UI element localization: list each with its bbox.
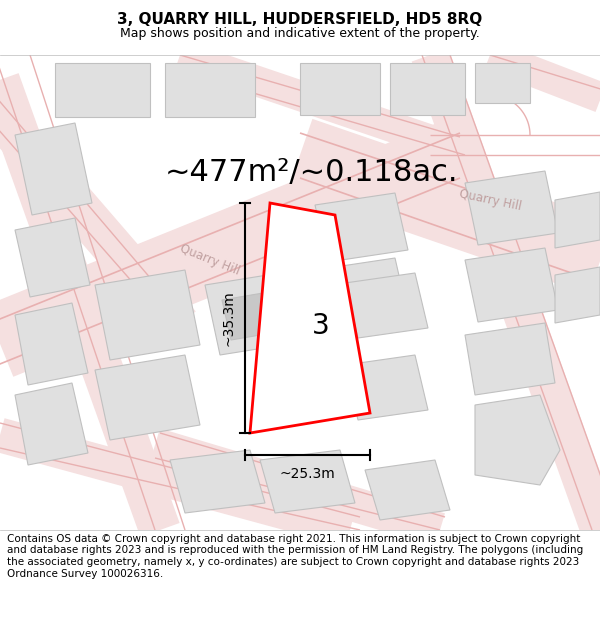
Text: Map shows position and indicative extent of the property.: Map shows position and indicative extent… [120, 27, 480, 39]
Polygon shape [315, 258, 408, 327]
Polygon shape [15, 303, 88, 385]
Polygon shape [15, 218, 90, 297]
Polygon shape [170, 450, 265, 513]
Polygon shape [365, 460, 450, 520]
Text: Quarry Hill: Quarry Hill [178, 242, 242, 278]
Polygon shape [345, 355, 428, 420]
Polygon shape [465, 248, 558, 322]
Polygon shape [555, 267, 600, 323]
Polygon shape [55, 63, 150, 117]
Text: ~25.3m: ~25.3m [280, 467, 335, 481]
Polygon shape [95, 355, 200, 440]
Text: Contains OS data © Crown copyright and database right 2021. This information is : Contains OS data © Crown copyright and d… [7, 534, 583, 579]
Polygon shape [475, 395, 560, 485]
Text: ~477m²/~0.118ac.: ~477m²/~0.118ac. [165, 159, 458, 188]
Text: 3: 3 [313, 312, 330, 340]
Polygon shape [465, 323, 555, 395]
Polygon shape [95, 270, 200, 360]
Polygon shape [300, 63, 380, 115]
Polygon shape [390, 63, 465, 115]
Polygon shape [15, 383, 88, 465]
Polygon shape [315, 193, 408, 262]
Polygon shape [250, 203, 370, 433]
Polygon shape [345, 273, 428, 338]
Polygon shape [260, 450, 355, 513]
Polygon shape [165, 63, 255, 117]
Polygon shape [222, 293, 272, 340]
Polygon shape [205, 273, 295, 355]
Text: Quarry Hill: Quarry Hill [458, 187, 523, 213]
Polygon shape [555, 192, 600, 248]
Polygon shape [465, 171, 558, 245]
Polygon shape [15, 123, 92, 215]
Text: 3, QUARRY HILL, HUDDERSFIELD, HD5 8RQ: 3, QUARRY HILL, HUDDERSFIELD, HD5 8RQ [118, 12, 482, 27]
Polygon shape [475, 63, 530, 103]
Text: ~35.3m: ~35.3m [221, 290, 235, 346]
